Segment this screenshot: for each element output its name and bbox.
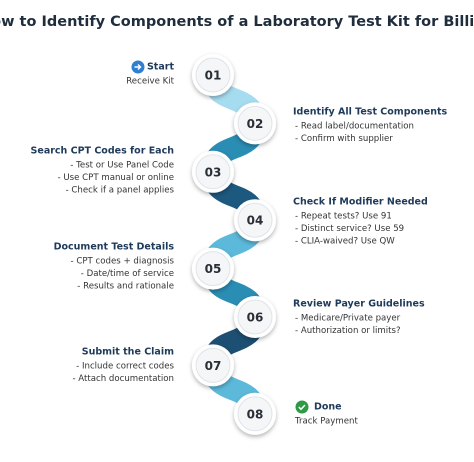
- done-icon: [295, 400, 309, 414]
- step-item: - Distinct service? Use 59: [295, 224, 404, 234]
- step-ring: [195, 154, 231, 190]
- step-number: 08: [247, 407, 264, 421]
- title: How to Identify Components of a Laborato…: [0, 14, 474, 30]
- step-ring: [237, 299, 273, 335]
- step-item: - Confirm with supplier: [295, 134, 393, 144]
- step-item: - Use CPT manual or online: [58, 173, 174, 183]
- step-title: Start: [147, 62, 174, 73]
- step-title: Review Payer Guidelines: [293, 299, 425, 310]
- step-title: Check If Modifier Needed: [293, 197, 428, 208]
- step-item: - Authorization or limits?: [295, 326, 401, 336]
- step-title: Done: [314, 402, 342, 413]
- step-item: - CPT codes + diagnosis: [71, 257, 175, 267]
- step-number: 07: [205, 359, 222, 373]
- step-number: 02: [247, 117, 264, 131]
- step-number: 03: [205, 165, 222, 179]
- step-item: - Attach documentation: [72, 374, 174, 384]
- step-number: 04: [247, 214, 264, 228]
- step-number: 05: [205, 262, 222, 276]
- done-check: [298, 404, 306, 411]
- step-ring: [237, 202, 273, 238]
- step-item: - Read label/documentation: [295, 122, 414, 132]
- step-title: Search CPT Codes for Each: [31, 146, 175, 157]
- step-number: 01: [205, 69, 222, 83]
- step-ring: [195, 57, 231, 93]
- step-item: - Check if a panel applies: [66, 186, 175, 196]
- step-item: - Test or Use Panel Code: [70, 161, 174, 171]
- step-item: Receive Kit: [126, 77, 174, 87]
- step-ring: [237, 396, 273, 432]
- start-arrow: [134, 64, 142, 70]
- step-title: Document Test Details: [54, 242, 175, 253]
- step-item: - CLIA-waived? Use QW: [295, 237, 395, 247]
- step-item: - Medicare/Private payer: [295, 314, 401, 324]
- step-item: Track Payment: [294, 417, 358, 427]
- step-ring: [195, 347, 231, 383]
- step-item: - Date/time of service: [81, 269, 174, 279]
- step-ring: [195, 251, 231, 287]
- step-title: Submit the Claim: [82, 347, 174, 358]
- step-ring: [237, 105, 273, 141]
- step-title: Identify All Test Components: [293, 107, 448, 118]
- step-item: - Include correct codes: [76, 362, 174, 372]
- step-number: 06: [247, 311, 264, 325]
- step-item: - Repeat tests? Use 91: [295, 212, 392, 222]
- step-item: - Results and rationale: [77, 282, 174, 292]
